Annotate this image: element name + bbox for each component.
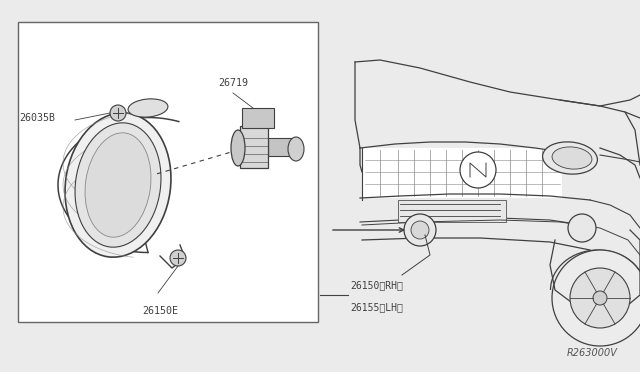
Bar xyxy=(240,126,268,168)
Ellipse shape xyxy=(543,142,597,174)
Bar xyxy=(398,200,506,222)
Text: R263000V: R263000V xyxy=(567,348,618,358)
Circle shape xyxy=(404,214,436,246)
Ellipse shape xyxy=(65,113,171,257)
Circle shape xyxy=(170,250,186,266)
Ellipse shape xyxy=(231,130,245,166)
Circle shape xyxy=(460,152,496,188)
Bar xyxy=(362,148,562,198)
Circle shape xyxy=(411,221,429,239)
Ellipse shape xyxy=(85,133,151,237)
Circle shape xyxy=(110,105,126,121)
Circle shape xyxy=(570,268,630,328)
Ellipse shape xyxy=(75,123,161,247)
Text: 26150〈RH〉: 26150〈RH〉 xyxy=(350,280,403,290)
Circle shape xyxy=(593,291,607,305)
Bar xyxy=(268,138,296,156)
Text: 26035B: 26035B xyxy=(19,113,55,123)
Circle shape xyxy=(568,214,596,242)
Circle shape xyxy=(552,250,640,346)
Ellipse shape xyxy=(128,99,168,117)
Bar xyxy=(242,108,274,128)
Text: 26150E: 26150E xyxy=(142,306,178,316)
Ellipse shape xyxy=(552,147,592,169)
Text: 26155〈LH〉: 26155〈LH〉 xyxy=(350,302,403,312)
Ellipse shape xyxy=(288,137,304,161)
Bar xyxy=(18,22,318,322)
Text: 26719: 26719 xyxy=(218,78,248,88)
